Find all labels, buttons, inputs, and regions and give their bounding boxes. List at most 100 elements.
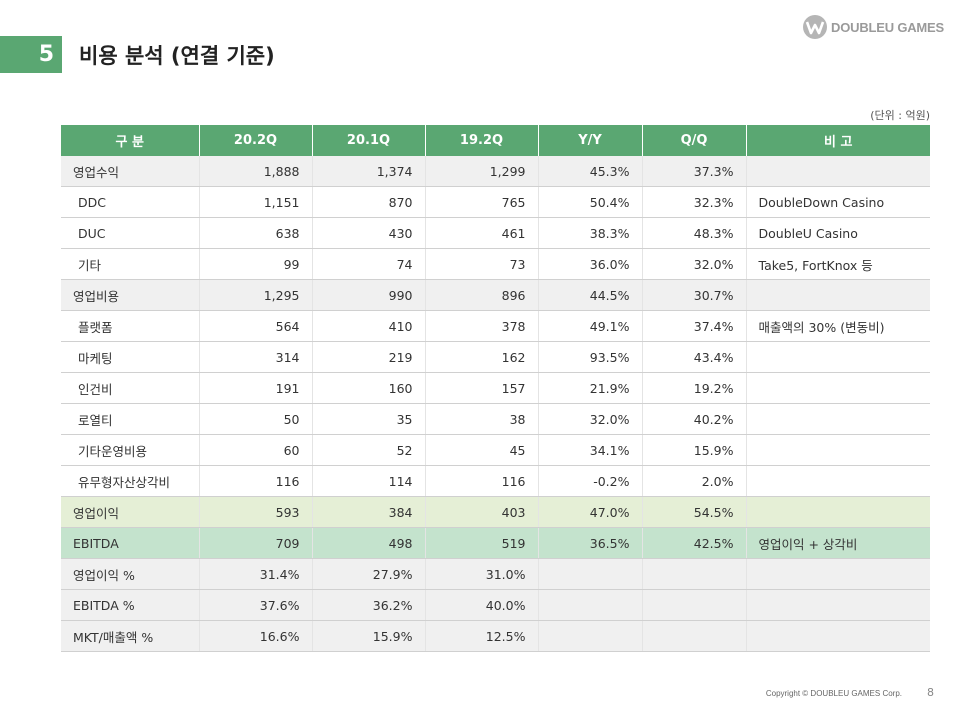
row-value xyxy=(537,558,642,590)
table-row: 영업수익 1,888 1,374 1,299 45.3% 37.3% xyxy=(61,156,930,187)
row-value: 35 xyxy=(311,403,425,435)
row-note: 영업이익 + 상각비 xyxy=(745,527,930,559)
row-note: DoubleU Casino xyxy=(745,217,930,249)
row-value: 16.6% xyxy=(198,620,312,652)
row-value: 1,295 xyxy=(198,279,312,311)
row-value: 36.5% xyxy=(537,527,642,559)
row-label: 영업수익 xyxy=(61,156,199,187)
row-value: 378 xyxy=(424,310,538,342)
row-value: 403 xyxy=(424,496,538,528)
row-value: 45 xyxy=(424,434,538,466)
row-note: 매출액의 30% (변동비) xyxy=(745,310,930,342)
row-value: 384 xyxy=(311,496,425,528)
table-row: 마케팅 314 219 162 93.5% 43.4% xyxy=(61,341,930,373)
header-qoq: Q/Q xyxy=(641,125,746,156)
row-value: 1,888 xyxy=(198,156,312,187)
row-label: MKT/매출액 % xyxy=(61,620,199,652)
row-value: 21.9% xyxy=(537,372,642,404)
row-value: 191 xyxy=(198,372,312,404)
row-value: 40.0% xyxy=(424,589,538,621)
row-value: 1,151 xyxy=(198,186,312,218)
row-value: 12.5% xyxy=(424,620,538,652)
row-value: 36.2% xyxy=(311,589,425,621)
row-value: 30.7% xyxy=(641,279,746,311)
page-title: 비용 분석 (연결 기준) xyxy=(79,44,275,68)
row-value xyxy=(641,558,746,590)
table-row: 영업이익 593 384 403 47.0% 54.5% xyxy=(61,496,930,528)
table-row: EBITDA 709 498 519 36.5% 42.5% 영업이익 + 상각비 xyxy=(61,527,930,559)
row-value: 42.5% xyxy=(641,527,746,559)
table-row: 플랫폼 564 410 378 49.1% 37.4% 매출액의 30% (변동비) xyxy=(61,310,930,342)
row-value: 116 xyxy=(424,465,538,497)
row-value: 50 xyxy=(198,403,312,435)
header-20-2q: 20.2Q xyxy=(198,125,312,156)
row-value: 461 xyxy=(424,217,538,249)
row-value xyxy=(537,620,642,652)
row-value: 38 xyxy=(424,403,538,435)
row-value: 45.3% xyxy=(537,156,642,187)
table-header-row: 구 분 20.2Q 20.1Q 19.2Q Y/Y Q/Q 비 고 xyxy=(61,125,930,156)
row-value: 162 xyxy=(424,341,538,373)
table-body: 영업수익 1,888 1,374 1,299 45.3% 37.3% DDC 1,151 870… xyxy=(61,156,930,652)
row-value: 15.9% xyxy=(641,434,746,466)
row-value: 40.2% xyxy=(641,403,746,435)
row-value xyxy=(537,589,642,621)
row-value: 37.6% xyxy=(198,589,312,621)
row-value: 93.5% xyxy=(537,341,642,373)
row-label: 플랫폼 xyxy=(61,310,199,342)
table-row: MKT/매출액 % 16.6% 15.9% 12.5% xyxy=(61,620,930,652)
row-label: 인건비 xyxy=(61,372,199,404)
row-value: 32.3% xyxy=(641,186,746,218)
row-value: 114 xyxy=(311,465,425,497)
header-20-1q: 20.1Q xyxy=(311,125,425,156)
table-row: 인건비 191 160 157 21.9% 19.2% xyxy=(61,372,930,404)
table-row: DDC 1,151 870 765 50.4% 32.3% DoubleDown Casin… xyxy=(61,186,930,218)
copyright-text: Copyright © DOUBLEU GAMES Corp. xyxy=(765,689,902,698)
row-value: 37.3% xyxy=(641,156,746,187)
row-value: 564 xyxy=(198,310,312,342)
row-value: 219 xyxy=(311,341,425,373)
header-remarks: 비 고 xyxy=(745,125,930,156)
row-value: 896 xyxy=(424,279,538,311)
row-value: 990 xyxy=(311,279,425,311)
row-label: 영업이익 % xyxy=(61,558,199,590)
table-row: DUC 638 430 461 38.3% 48.3% DoubleU Casino xyxy=(61,217,930,249)
row-note xyxy=(745,372,930,404)
row-value: 50.4% xyxy=(537,186,642,218)
row-value: 765 xyxy=(424,186,538,218)
row-value: 1,299 xyxy=(424,156,538,187)
row-value: 99 xyxy=(198,248,312,280)
row-value: 160 xyxy=(311,372,425,404)
row-note xyxy=(745,434,930,466)
row-label: DDC xyxy=(61,186,199,218)
row-value: 44.5% xyxy=(537,279,642,311)
logo-text: DOUBLEU GAMES xyxy=(831,19,944,35)
row-value: 15.9% xyxy=(311,620,425,652)
row-value: 38.3% xyxy=(537,217,642,249)
header-yoy: Y/Y xyxy=(537,125,642,156)
row-value: 54.5% xyxy=(641,496,746,528)
row-value: 32.0% xyxy=(537,403,642,435)
row-value: 34.1% xyxy=(537,434,642,466)
row-value xyxy=(641,589,746,621)
row-value: 157 xyxy=(424,372,538,404)
row-note xyxy=(745,620,930,652)
row-value: 870 xyxy=(311,186,425,218)
row-value: 48.3% xyxy=(641,217,746,249)
row-value: 498 xyxy=(311,527,425,559)
row-value: 31.0% xyxy=(424,558,538,590)
row-label: 마케팅 xyxy=(61,341,199,373)
row-value: 73 xyxy=(424,248,538,280)
row-value: 49.1% xyxy=(537,310,642,342)
row-label: 영업비용 xyxy=(61,279,199,311)
row-value: -0.2% xyxy=(537,465,642,497)
row-label: EBITDA % xyxy=(61,589,199,621)
row-label: 기타 xyxy=(61,248,199,280)
row-value: 430 xyxy=(311,217,425,249)
page-number: 8 xyxy=(927,686,934,699)
row-value: 52 xyxy=(311,434,425,466)
row-value: 27.9% xyxy=(311,558,425,590)
row-note xyxy=(745,465,930,497)
row-note xyxy=(745,496,930,528)
table-row: 유무형자산상각비 116 114 116 -0.2% 2.0% xyxy=(61,465,930,497)
